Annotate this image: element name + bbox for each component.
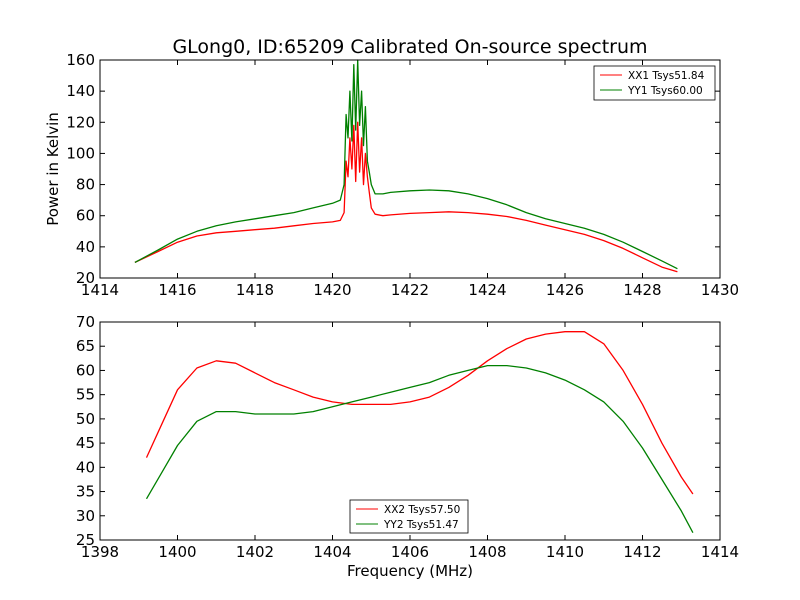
bottom-y-tick-label: 35 bbox=[76, 483, 95, 501]
bottom-x-tick-label: 1398 bbox=[81, 543, 119, 561]
top-y-tick-label: 20 bbox=[76, 269, 95, 287]
bottom-x-tick-label: 1406 bbox=[391, 543, 429, 561]
chart-title: GLong0, ID:65209 Calibrated On-source sp… bbox=[172, 36, 647, 58]
top-y-tick-label: 120 bbox=[66, 113, 95, 131]
top-x-tick-label: 1420 bbox=[313, 281, 351, 299]
bottom-y-tick-label: 45 bbox=[76, 434, 95, 452]
top-x-tick-label: 1418 bbox=[236, 281, 274, 299]
bottom-plot-frame bbox=[99, 321, 721, 541]
bottom-legend-box bbox=[349, 499, 469, 534]
bottom-series-line-0 bbox=[145, 331, 694, 495]
top-x-tick-label: 1426 bbox=[546, 281, 584, 299]
bottom-legend: XX2 Tsys57.50 YY2 Tsys51.47 bbox=[349, 499, 469, 534]
top-y-tick-label: 60 bbox=[76, 207, 95, 225]
bottom-y-tick-label: 55 bbox=[76, 386, 95, 404]
top-series-line-0 bbox=[134, 121, 678, 273]
top-x-tick-label: 1414 bbox=[81, 281, 119, 299]
top-legend: XX1 Tsys51.84 YY1 Tsys60.00 bbox=[593, 65, 716, 101]
bottom-x-axis-label: Frequency (MHz) bbox=[347, 562, 473, 580]
bottom-series-line-1 bbox=[145, 364, 694, 534]
legend-label-xx1: XX1 Tsys51.84 bbox=[628, 70, 705, 82]
top-y-tick-label: 80 bbox=[76, 176, 95, 194]
bottom-x-tick-label: 1414 bbox=[701, 543, 739, 561]
bottom-y-tick-label: 70 bbox=[76, 313, 95, 331]
bottom-x-tick-label: 1402 bbox=[236, 543, 274, 561]
top-y-axis-label: Power in Kelvin bbox=[44, 112, 62, 226]
legend-label-yy1: YY1 Tsys60.00 bbox=[627, 85, 703, 97]
top-y-tick-label: 140 bbox=[66, 82, 95, 100]
top-x-tick-label: 1416 bbox=[158, 281, 196, 299]
bottom-x-tick-label: 1404 bbox=[313, 543, 351, 561]
bottom-x-tick-label: 1412 bbox=[623, 543, 661, 561]
bottom-y-tick-label: 65 bbox=[76, 337, 95, 355]
bottom-y-tick-label: 50 bbox=[76, 410, 95, 428]
top-x-tick-label: 1428 bbox=[623, 281, 661, 299]
top-y-tick-label: 160 bbox=[66, 51, 95, 69]
top-x-tick-label: 1430 bbox=[701, 281, 739, 299]
bottom-x-tick-label: 1408 bbox=[468, 543, 506, 561]
bottom-x-tick-label: 1410 bbox=[546, 543, 584, 561]
top-x-tick-label: 1424 bbox=[468, 281, 506, 299]
bottom-panel: 1398 1400 1402 1404 1406 1408 1410 1412 1414 25 30… bbox=[76, 313, 739, 580]
top-plot-frame bbox=[99, 59, 721, 279]
top-series-line-1 bbox=[134, 59, 678, 270]
top-x-tick-label: 1422 bbox=[391, 281, 429, 299]
legend-label-yy2: YY2 Tsys51.47 bbox=[383, 519, 459, 531]
bottom-y-tick-label: 25 bbox=[76, 531, 95, 549]
bottom-y-tick-label: 30 bbox=[76, 507, 95, 525]
bottom-y-tick-label: 40 bbox=[76, 458, 95, 476]
legend-label-xx2: XX2 Tsys57.50 bbox=[384, 504, 460, 516]
top-panel: GLong0, ID:65209 Calibrated On-source sp… bbox=[44, 36, 739, 299]
top-y-tick-label: 40 bbox=[76, 238, 95, 256]
top-y-tick-label: 100 bbox=[66, 144, 95, 162]
bottom-y-tick-label: 60 bbox=[76, 361, 95, 379]
top-legend-box bbox=[593, 65, 716, 101]
bottom-x-tick-label: 1400 bbox=[158, 543, 196, 561]
